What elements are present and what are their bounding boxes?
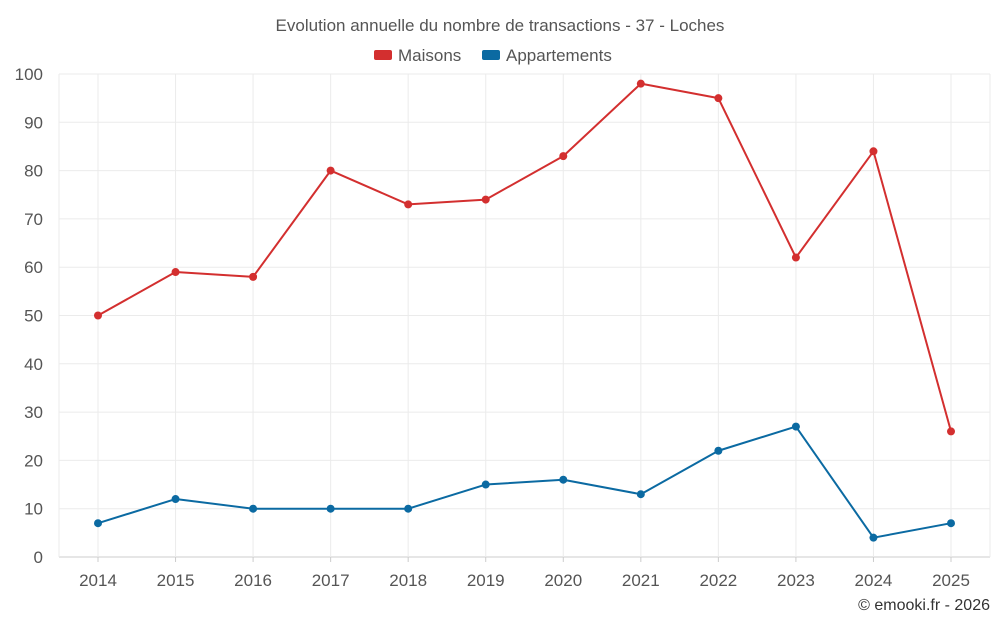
data-point-maisons[interactable]: [947, 427, 955, 436]
legend-label-maisons: Maisons: [398, 46, 461, 65]
x-tick-label: 2019: [467, 571, 505, 590]
x-tick-label: 2024: [855, 571, 893, 590]
data-point-appartements[interactable]: [791, 422, 800, 431]
data-point-maisons[interactable]: [249, 272, 258, 281]
data-point-appartements[interactable]: [171, 495, 180, 504]
data-point-appartements[interactable]: [481, 480, 490, 489]
data-point-appartements[interactable]: [947, 519, 955, 528]
x-tick-label: 2020: [544, 571, 582, 590]
y-tick-label: 60: [24, 258, 43, 277]
data-point-appartements[interactable]: [869, 533, 878, 542]
data-point-appartements[interactable]: [326, 504, 335, 513]
y-tick-label: 50: [24, 307, 43, 326]
x-tick-label: 2025: [932, 571, 970, 590]
legend[interactable]: Maisons Appartements: [374, 46, 612, 65]
data-point-maisons[interactable]: [326, 166, 335, 175]
y-tick-label: 0: [34, 548, 43, 567]
y-tick-label: 80: [24, 162, 43, 181]
chart-title: Evolution annuelle du nombre de transact…: [276, 16, 725, 35]
y-axis-ticks: 0 10 20 30 40 50 60 70 80 90 100: [15, 65, 43, 567]
data-point-maisons[interactable]: [559, 152, 568, 161]
data-point-maisons[interactable]: [481, 195, 490, 204]
credit-text: © emooki.fr - 2026: [858, 597, 990, 614]
data-point-maisons[interactable]: [94, 311, 102, 320]
y-tick-label: 90: [24, 113, 43, 132]
data-point-maisons[interactable]: [636, 79, 645, 88]
series-line-maisons: [97, 82, 952, 432]
y-tick-label: 100: [15, 65, 43, 84]
legend-item-maisons[interactable]: Maisons: [374, 46, 461, 65]
data-point-appartements[interactable]: [249, 504, 258, 513]
y-tick-label: 30: [24, 403, 43, 422]
x-tick-label: 2018: [389, 571, 427, 590]
data-point-maisons[interactable]: [869, 147, 878, 156]
x-axis-ticks: 2014 2015 2016 2017 2018 2019 2020 2021 2022 2023…: [79, 571, 970, 590]
legend-label-appartements: Appartements: [506, 46, 612, 65]
x-tick-label: 2016: [234, 571, 272, 590]
legend-swatch-appartements: [482, 50, 500, 60]
legend-item-appartements[interactable]: Appartements: [482, 46, 612, 65]
series-group: [94, 79, 955, 542]
data-point-maisons[interactable]: [171, 268, 180, 277]
legend-swatch-maisons: [374, 50, 392, 60]
x-tick-label: 2023: [777, 571, 815, 590]
series-maisons: [94, 79, 955, 436]
x-tick-label: 2015: [157, 571, 195, 590]
data-point-appartements[interactable]: [714, 446, 723, 455]
series-appartements: [94, 422, 955, 542]
data-point-appartements[interactable]: [404, 504, 413, 513]
x-tick-label: 2022: [699, 571, 737, 590]
y-tick-label: 20: [24, 451, 43, 470]
data-point-maisons[interactable]: [714, 94, 723, 103]
x-tick-label: 2014: [79, 571, 117, 590]
x-tick-label: 2021: [622, 571, 660, 590]
data-point-appartements[interactable]: [636, 490, 645, 499]
x-tick-label: 2017: [312, 571, 350, 590]
data-point-maisons[interactable]: [404, 200, 413, 209]
data-point-appartements[interactable]: [559, 475, 568, 484]
series-line-appartements: [97, 425, 952, 539]
data-point-appartements[interactable]: [94, 519, 102, 528]
y-tick-label: 40: [24, 355, 43, 374]
y-tick-label: 70: [24, 210, 43, 229]
grid: [58, 73, 991, 562]
data-point-maisons[interactable]: [791, 253, 800, 262]
y-tick-label: 10: [24, 500, 43, 519]
